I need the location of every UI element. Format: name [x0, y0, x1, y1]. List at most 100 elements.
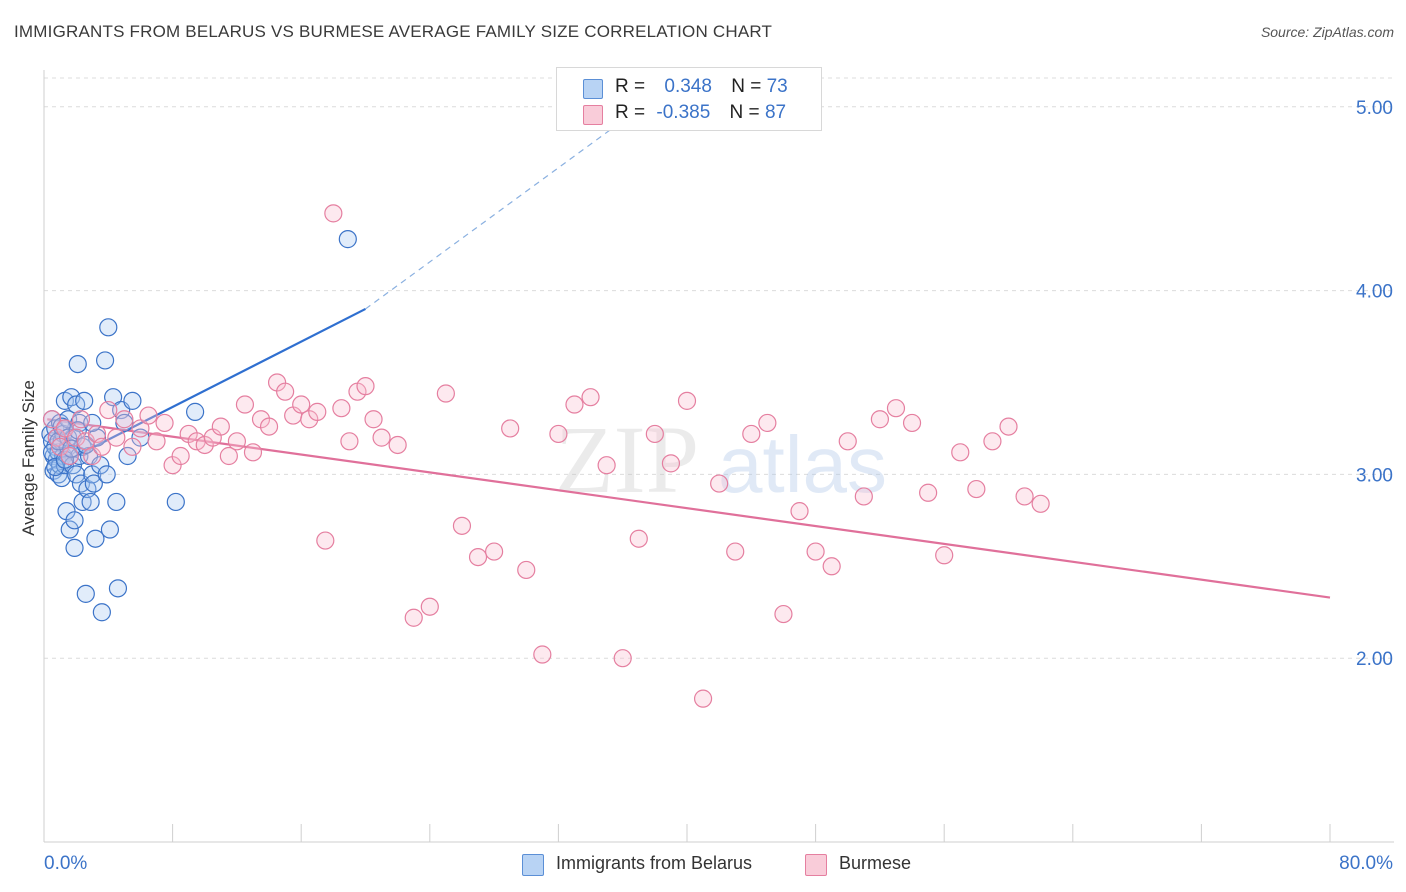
point-burmese: [629, 529, 648, 548]
point-burmese: [235, 395, 255, 414]
point-belarus: [76, 584, 95, 603]
point-burmese: [92, 437, 111, 456]
point-burmese: [227, 432, 246, 451]
legend-swatch-belarus: [583, 79, 603, 99]
point-burmese: [155, 413, 174, 433]
series-swatch-belarus: [522, 854, 544, 876]
point-burmese: [372, 428, 391, 447]
y-tick-label: 4.00: [1356, 282, 1393, 303]
point-burmese: [485, 542, 504, 561]
x-tick-label-max: 80.0%: [1339, 853, 1393, 874]
point-burmese: [1031, 494, 1050, 513]
point-burmese: [951, 443, 970, 462]
point-burmese: [726, 542, 745, 561]
point-burmese: [613, 649, 632, 668]
point-burmese: [870, 410, 890, 429]
point-belarus: [83, 413, 102, 433]
point-burmese: [742, 424, 761, 444]
tick-labels: 2.00 3.00 4.00 5.00 0.0% 80.0%: [44, 98, 1393, 874]
point-burmese: [324, 204, 343, 223]
point-burmese: [364, 410, 383, 429]
point-burmese: [292, 395, 311, 414]
point-belarus: [92, 603, 111, 622]
point-belarus: [68, 354, 87, 374]
point-burmese: [452, 516, 472, 535]
point-belarus: [100, 520, 120, 539]
point-burmese: [645, 424, 664, 444]
legend-r-label: R =: [615, 76, 646, 97]
point-burmese: [259, 417, 279, 436]
point-burmese: [71, 410, 91, 429]
gridlines: [44, 77, 1394, 659]
legend-swatch-burmese: [583, 105, 603, 125]
point-burmese: [67, 428, 86, 447]
point-burmese: [774, 604, 793, 624]
point-belarus: [81, 492, 100, 512]
point-burmese: [549, 424, 568, 444]
watermark-atlas: atlas: [718, 420, 887, 509]
point-burmese: [83, 446, 102, 466]
point-belarus: [62, 439, 81, 458]
trend-line-belarus: [46, 307, 366, 472]
point-burmese: [999, 417, 1018, 436]
point-burmese: [1015, 487, 1034, 506]
point-burmese: [243, 443, 263, 462]
point-burmese: [42, 410, 62, 429]
point-burmese: [404, 608, 423, 627]
point-belarus: [338, 230, 357, 249]
point-burmese: [935, 546, 954, 565]
point-burmese: [420, 597, 439, 616]
legend-r-value-burmese: -0.385: [656, 102, 711, 123]
y-tick-label: 5.00: [1356, 98, 1393, 119]
point-burmese: [139, 406, 158, 425]
point-burmese: [693, 689, 713, 708]
point-burmese: [501, 419, 520, 438]
point-burmese: [983, 432, 1002, 451]
data-points: [41, 204, 1050, 708]
y-tick-label: 2.00: [1356, 649, 1393, 670]
correlation-legend: R = 0.348 N = 73 R = -0.385 N = 87: [556, 67, 822, 131]
point-burmese: [533, 645, 552, 664]
point-belarus: [186, 402, 205, 421]
point-burmese: [60, 446, 79, 466]
x-tick-label-min: 0.0%: [44, 853, 87, 874]
point-belarus: [65, 511, 84, 530]
point-burmese: [123, 437, 142, 456]
point-belarus: [46, 457, 65, 477]
point-burmese: [219, 446, 238, 466]
source-credit: Source: ZipAtlas.com: [1260, 24, 1394, 40]
point-burmese: [581, 388, 600, 407]
point-belarus: [67, 465, 86, 484]
point-burmese: [50, 437, 70, 456]
point-burmese: [468, 547, 488, 567]
point-burmese: [902, 413, 922, 433]
series-label-belarus: Immigrants from Belarus: [556, 853, 753, 873]
point-burmese: [822, 557, 841, 576]
y-axis-label: Average Family Size: [19, 380, 38, 536]
chart-title: IMMIGRANTS FROM BELARUS VS BURMESE AVERA…: [14, 22, 773, 41]
trend-lines: [46, 73, 1331, 599]
point-burmese: [710, 474, 729, 493]
point-belarus: [118, 446, 137, 466]
point-burmese: [115, 410, 134, 429]
legend-n-value-belarus: 73: [766, 76, 788, 97]
legend-n-value-burmese: 87: [764, 102, 787, 123]
point-belarus: [123, 391, 142, 410]
point-burmese: [806, 542, 825, 561]
point-burmese: [388, 435, 407, 455]
y-tick-label: 3.00: [1356, 465, 1393, 486]
point-burmese: [308, 402, 327, 421]
point-burmese: [919, 483, 938, 502]
point-belarus: [108, 579, 128, 598]
point-burmese: [886, 399, 906, 418]
point-burmese: [356, 377, 375, 396]
point-burmese: [211, 417, 230, 436]
legend-n-label: N =: [731, 76, 762, 97]
point-burmese: [340, 432, 359, 451]
legend-r-value-belarus: 0.348: [664, 76, 712, 97]
point-burmese: [107, 428, 126, 447]
series-label-burmese: Burmese: [839, 853, 912, 873]
point-burmese: [147, 432, 166, 451]
series-swatch-burmese: [805, 854, 827, 876]
